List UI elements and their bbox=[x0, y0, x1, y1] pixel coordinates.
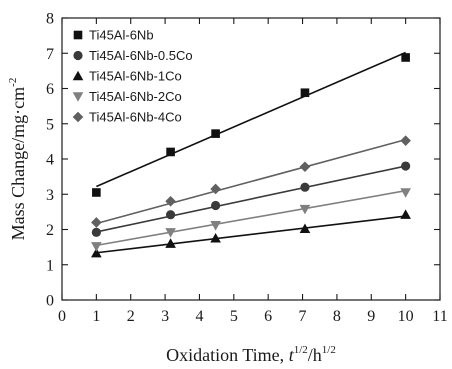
y-tick-label: 1 bbox=[46, 257, 54, 274]
x-tick-label: 8 bbox=[333, 308, 341, 325]
legend-marker-series-1 bbox=[73, 30, 83, 40]
legend-marker-series-2 bbox=[73, 50, 83, 61]
legend-label-series-1: Ti45Al-6Nb bbox=[89, 28, 154, 43]
legend-marker-series-3 bbox=[72, 70, 84, 81]
data-point-series-3 bbox=[165, 238, 176, 248]
y-axis-ticks: 0 1 2 3 4 5 6 7 8 bbox=[46, 11, 440, 310]
data-point-series-5 bbox=[165, 196, 176, 207]
data-point-series-1 bbox=[92, 188, 101, 197]
legend-marker-series-4 bbox=[72, 92, 84, 102]
x-axis-title: Oxidation Time, t1/2/h1/2 bbox=[166, 344, 336, 365]
fit-line-series-3 bbox=[96, 215, 406, 254]
fit-line-series-4 bbox=[96, 189, 406, 247]
data-point-series-5 bbox=[400, 135, 411, 146]
y-tick-label: 2 bbox=[46, 222, 54, 239]
y-tick-label: 4 bbox=[46, 152, 54, 169]
data-point-series-3 bbox=[400, 209, 411, 219]
legend: Ti45Al-6Nb Ti45Al-6Nb-0.5Co Ti45Al-6Nb-1Co… bbox=[72, 28, 193, 125]
x-tick-label: 7 bbox=[299, 308, 307, 325]
legend-label-series-4: Ti45Al-6Nb-2Co bbox=[89, 89, 182, 104]
data-point-series-2 bbox=[211, 200, 221, 211]
x-tick-label: 0 bbox=[58, 308, 66, 325]
data-point-series-5 bbox=[210, 183, 221, 195]
legend-marker-series-5 bbox=[72, 111, 84, 123]
data-markers bbox=[91, 53, 411, 258]
data-point-series-2 bbox=[300, 182, 310, 192]
y-tick-label: 8 bbox=[46, 11, 54, 28]
y-axis-title: Mass Change/mg·cm-2 bbox=[7, 78, 28, 241]
y-tick-label: 0 bbox=[46, 293, 54, 310]
x-tick-label: 9 bbox=[367, 308, 375, 325]
fit-line-series-1 bbox=[96, 51, 406, 188]
data-point-series-4 bbox=[210, 221, 221, 231]
x-tick-label: 5 bbox=[230, 308, 238, 325]
legend-label-series-5: Ti45Al-6Nb-4Co bbox=[89, 110, 182, 125]
fit-lines bbox=[96, 51, 406, 254]
data-point-series-5 bbox=[91, 217, 102, 228]
data-point-series-3 bbox=[91, 247, 102, 258]
data-point-series-3 bbox=[210, 233, 221, 243]
x-tick-label: 11 bbox=[432, 308, 447, 325]
data-point-series-4 bbox=[165, 228, 176, 238]
fit-line-series-2 bbox=[96, 165, 406, 233]
x-axis-ticks: 0 1 2 3 4 5 6 7 8 9 10 11 bbox=[58, 18, 448, 325]
data-point-series-2 bbox=[91, 227, 101, 237]
x-tick-label: 6 bbox=[264, 308, 272, 325]
data-point-series-3 bbox=[299, 223, 311, 234]
legend-label-series-2: Ti45Al-6Nb-0.5Co bbox=[89, 48, 193, 63]
x-tick-label: 3 bbox=[161, 308, 169, 325]
data-point-series-4 bbox=[91, 242, 102, 252]
data-point-series-4 bbox=[299, 204, 311, 215]
x-tick-label: 10 bbox=[398, 308, 414, 325]
y-tick-label: 7 bbox=[46, 46, 54, 63]
legend-label-series-3: Ti45Al-6Nb-1Co bbox=[89, 69, 182, 84]
y-tick-label: 5 bbox=[46, 116, 54, 133]
data-point-series-4 bbox=[400, 188, 411, 198]
data-point-series-1 bbox=[166, 147, 175, 157]
data-point-series-2 bbox=[401, 161, 411, 171]
x-tick-label: 4 bbox=[195, 308, 203, 325]
data-point-series-2 bbox=[165, 210, 176, 220]
data-point-series-1 bbox=[401, 53, 410, 62]
x-tick-label: 1 bbox=[92, 308, 100, 325]
fit-line-series-5 bbox=[96, 138, 406, 225]
y-tick-label: 6 bbox=[46, 81, 54, 98]
x-tick-label: 2 bbox=[127, 308, 135, 325]
data-point-series-1 bbox=[211, 129, 220, 138]
y-tick-label: 3 bbox=[46, 187, 54, 204]
data-point-series-5 bbox=[299, 161, 311, 173]
data-point-series-1 bbox=[300, 88, 310, 98]
